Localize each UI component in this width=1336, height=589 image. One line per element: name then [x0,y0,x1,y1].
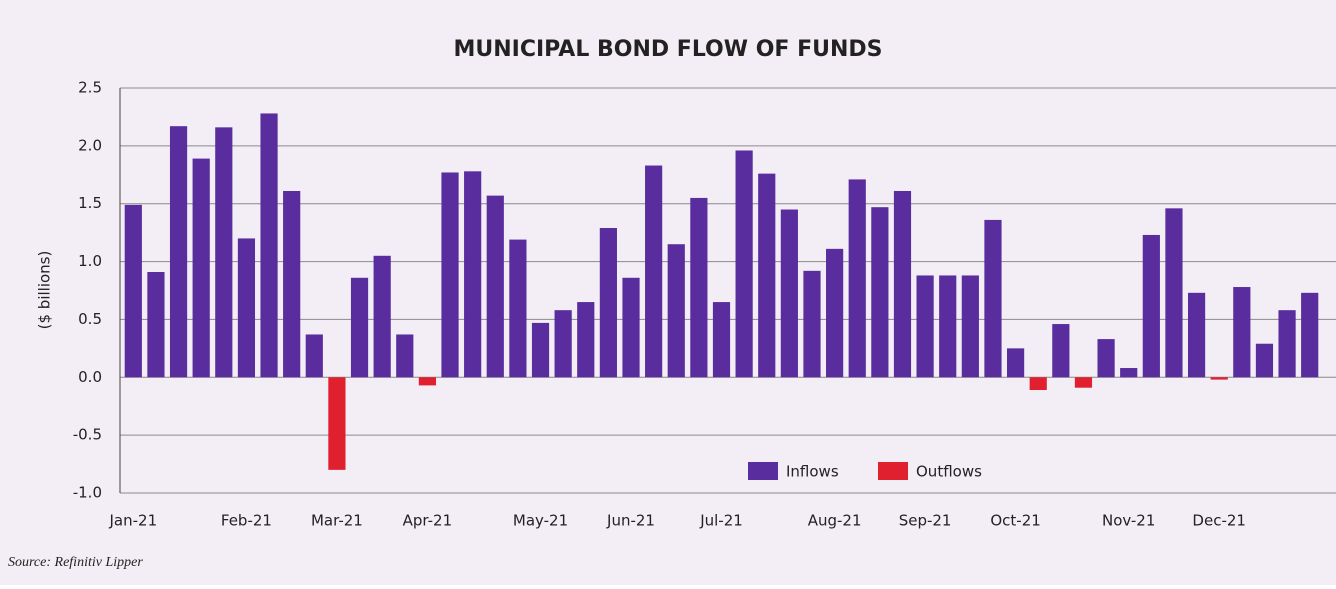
x-tick-label: Mar-21 [311,512,363,530]
x-tick-label: May-21 [513,512,568,530]
bar [1210,377,1228,380]
x-tick-label: Jun-21 [606,512,655,530]
bar [871,207,889,378]
y-tick-label: 2.5 [78,79,102,97]
bar [531,322,550,378]
bar [1074,377,1093,388]
bar [396,334,414,378]
y-tick-label: -0.5 [73,426,102,444]
y-tick-label: 2.0 [78,136,102,154]
bar [622,277,640,378]
chart-title: MUNICIPAL BOND FLOW OF FUNDS [454,37,883,62]
bar [735,150,753,378]
bar [1142,234,1160,378]
bar [418,377,437,386]
x-tick-label: Dec-21 [1192,512,1246,530]
bar [215,127,233,378]
y-tick-label: 0.5 [78,310,102,328]
bar [1052,324,1070,378]
bar [147,271,165,378]
legend-swatch [748,462,778,480]
legend-swatch [878,462,908,480]
y-axis-label: ($ billions) [36,251,54,330]
x-tick-label: Feb-21 [221,512,272,530]
bar [1120,368,1138,378]
bar [305,334,323,378]
bar [1006,348,1025,378]
bar [464,171,482,378]
legend-label: Inflows [786,463,839,481]
bar [893,190,912,378]
bar [939,275,957,378]
bar [645,165,663,378]
x-tick-label: Nov-21 [1102,512,1155,530]
bar [826,248,844,378]
x-tick-label: Apr-21 [403,512,453,530]
bar [237,238,256,378]
bar [509,239,527,378]
bar [667,244,685,378]
bar [554,310,572,378]
x-tick-label: Jan-21 [108,512,157,530]
bar [599,228,617,378]
bar [984,219,1002,378]
bar [328,377,346,470]
x-tick-label: Sep-21 [899,512,952,530]
bar [124,204,142,378]
bar [373,255,391,378]
bar [1029,377,1047,391]
bar [350,277,369,378]
bar [260,113,278,378]
y-tick-label: 0.0 [78,368,102,386]
bar [1301,292,1319,378]
bar [1165,208,1183,378]
bar [803,270,821,378]
bar [1187,292,1206,378]
bar [848,179,866,378]
bar [916,275,934,378]
x-tick-label: Jul-21 [699,512,743,530]
y-tick-label: 1.5 [78,194,102,212]
bar [577,302,595,378]
x-tick-label: Aug-21 [808,512,862,530]
bar [1278,310,1296,378]
legend-label: Outflows [916,463,982,481]
bar [961,275,979,378]
bar [1097,339,1115,378]
source: Source: Refinitiv Lipper [8,555,143,570]
bar [1255,343,1274,378]
y-tick-label: 1.0 [78,252,102,270]
bar [283,190,301,378]
bar [780,209,798,378]
bar [758,173,776,378]
x-tick-label: Oct-21 [990,512,1040,530]
y-tick-label: -1.0 [73,484,102,502]
bar [192,158,210,378]
bar [486,195,504,378]
bar [169,126,188,378]
bar [441,172,459,378]
bar [1233,287,1251,378]
bar [690,197,708,378]
bar [712,302,731,378]
